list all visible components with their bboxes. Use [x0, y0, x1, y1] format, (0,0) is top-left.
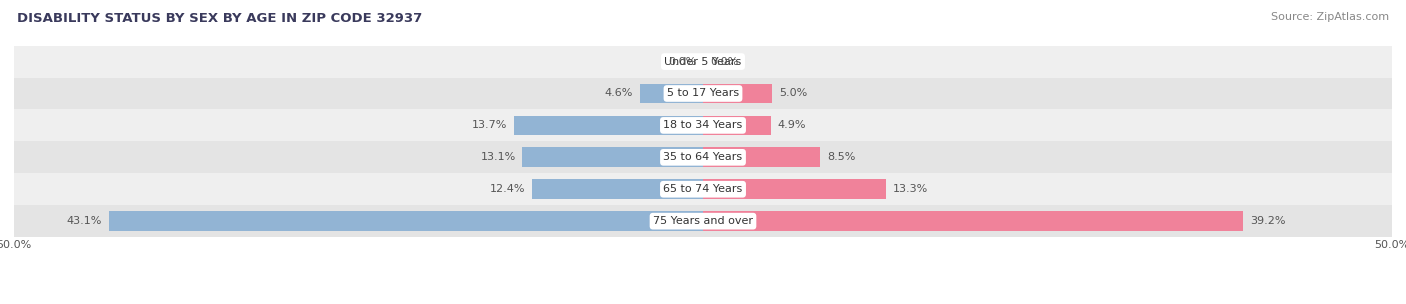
Bar	[14, 173, 1392, 205]
Text: 0.0%: 0.0%	[668, 57, 696, 67]
Text: 5.0%: 5.0%	[779, 88, 807, 98]
Text: 4.6%: 4.6%	[605, 88, 633, 98]
Bar	[515, 116, 703, 135]
Text: 39.2%: 39.2%	[1250, 216, 1285, 226]
Text: 13.7%: 13.7%	[472, 120, 508, 130]
Bar	[523, 147, 703, 167]
Bar	[14, 78, 1392, 109]
Bar	[14, 141, 1392, 173]
Bar	[703, 179, 886, 199]
Text: 12.4%: 12.4%	[489, 184, 526, 194]
Text: Source: ZipAtlas.com: Source: ZipAtlas.com	[1271, 12, 1389, 22]
Text: 5 to 17 Years: 5 to 17 Years	[666, 88, 740, 98]
Bar	[110, 211, 703, 231]
Bar	[14, 205, 1392, 237]
Bar	[531, 179, 703, 199]
Text: 13.1%: 13.1%	[481, 152, 516, 162]
Text: 8.5%: 8.5%	[827, 152, 855, 162]
Bar	[703, 116, 770, 135]
Text: 4.9%: 4.9%	[778, 120, 806, 130]
Text: DISABILITY STATUS BY SEX BY AGE IN ZIP CODE 32937: DISABILITY STATUS BY SEX BY AGE IN ZIP C…	[17, 12, 422, 25]
Text: 0.0%: 0.0%	[710, 57, 738, 67]
Bar	[14, 46, 1392, 78]
Bar	[703, 147, 820, 167]
Text: 35 to 64 Years: 35 to 64 Years	[664, 152, 742, 162]
Text: 75 Years and over: 75 Years and over	[652, 216, 754, 226]
Text: 43.1%: 43.1%	[67, 216, 103, 226]
Text: 18 to 34 Years: 18 to 34 Years	[664, 120, 742, 130]
Text: 13.3%: 13.3%	[893, 184, 928, 194]
Bar	[703, 84, 772, 103]
Bar	[703, 211, 1243, 231]
Bar	[640, 84, 703, 103]
Bar	[14, 109, 1392, 141]
Text: 65 to 74 Years: 65 to 74 Years	[664, 184, 742, 194]
Text: Under 5 Years: Under 5 Years	[665, 57, 741, 67]
